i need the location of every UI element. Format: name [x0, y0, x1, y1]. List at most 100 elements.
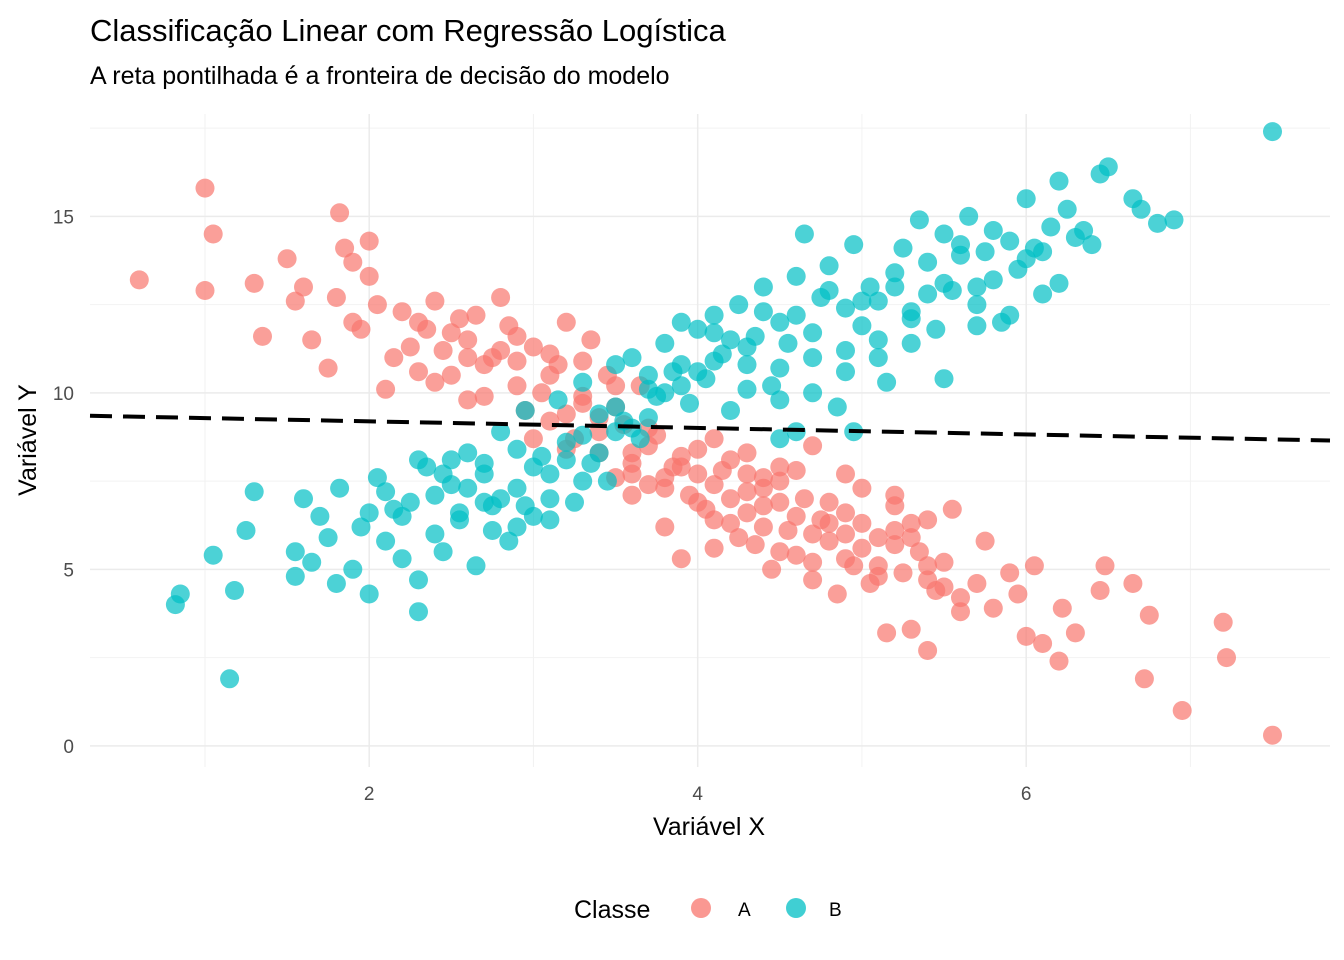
point-class-a [573, 351, 593, 371]
point-class-b [860, 277, 880, 297]
point-class-b [901, 302, 921, 322]
point-class-b [1033, 242, 1053, 262]
point-class-b [1074, 221, 1094, 240]
point-class-b [967, 295, 987, 315]
point-class-a [1052, 598, 1072, 618]
point-class-b [983, 270, 1003, 290]
point-class-b [959, 206, 979, 226]
point-class-b [638, 365, 658, 385]
point-class-a [466, 305, 486, 325]
point-class-b [704, 305, 724, 325]
point-class-b [909, 210, 929, 230]
point-class-a [507, 351, 527, 371]
point-class-a [753, 517, 773, 537]
point-class-b [794, 224, 814, 244]
point-class-b [220, 669, 240, 689]
point-class-b [729, 295, 749, 315]
point-class-a [836, 549, 855, 569]
point-class-b [753, 302, 773, 322]
y-tick-label: 0 [63, 737, 74, 758]
point-class-a [852, 538, 872, 558]
point-class-a [803, 570, 823, 590]
point-class-b [573, 471, 593, 491]
point-class-b [819, 281, 839, 300]
point-class-a [384, 348, 404, 368]
point-class-b [704, 351, 724, 371]
point-class-a [285, 291, 305, 311]
point-class-b [376, 531, 396, 551]
point-class-a [918, 641, 938, 660]
point-class-b [491, 422, 511, 442]
point-class-a [425, 372, 445, 392]
point-class-a [294, 277, 313, 297]
point-class-a [688, 464, 708, 484]
point-class-b [1016, 189, 1036, 209]
point-class-a [523, 337, 543, 357]
point-class-a [433, 341, 453, 360]
point-class-a [244, 273, 264, 293]
point-class-b [589, 443, 609, 463]
point-class-a [762, 559, 782, 579]
point-class-a [1213, 612, 1233, 632]
point-class-a [425, 291, 445, 311]
point-class-b [786, 266, 806, 286]
point-class-a [704, 510, 724, 530]
point-class-b [515, 401, 535, 420]
point-class-a [491, 341, 511, 360]
point-class-b [918, 284, 938, 304]
point-class-a [326, 288, 346, 307]
point-class-a [934, 552, 954, 572]
chart-title: Classificação Linear com Regressão Logís… [90, 13, 727, 48]
point-class-b [540, 464, 560, 484]
point-class-b [359, 503, 379, 523]
point-class-a [770, 492, 790, 512]
point-class-a [277, 249, 297, 269]
point-class-a [868, 556, 888, 576]
point-class-a [622, 464, 642, 484]
point-class-a [1095, 556, 1115, 576]
y-tick-label: 15 [53, 207, 74, 228]
point-class-b [671, 312, 691, 332]
point-class-a [376, 379, 396, 399]
point-class-a [951, 588, 970, 608]
point-class-b [515, 496, 535, 516]
point-class-a [885, 521, 905, 540]
point-class-a [507, 376, 527, 396]
point-class-b [737, 337, 757, 357]
point-class-a [983, 598, 1003, 618]
point-class-a [195, 178, 215, 198]
point-class-a [343, 252, 363, 272]
point-class-b [330, 478, 350, 498]
point-class-a [951, 602, 970, 622]
point-class-a [1263, 725, 1282, 745]
point-class-b [1041, 217, 1061, 237]
point-class-b [1148, 213, 1167, 233]
point-class-a [441, 323, 461, 343]
point-class-b [310, 506, 330, 526]
point-class-b [893, 238, 913, 258]
point-class-b [868, 348, 888, 368]
point-class-b [934, 273, 954, 293]
point-class-a [458, 390, 478, 410]
point-class-b [721, 330, 740, 350]
point-class-b [458, 478, 478, 498]
point-class-a [556, 404, 576, 424]
point-class-a [753, 496, 773, 516]
point-class-a [1134, 669, 1154, 689]
point-class-a [942, 499, 962, 519]
point-class-b [318, 528, 338, 548]
point-class-b [901, 333, 921, 353]
legend-title: Classe [574, 896, 650, 924]
point-class-a [1139, 605, 1159, 625]
point-class-b [450, 503, 469, 523]
point-class-a [638, 475, 658, 495]
point-class-b [753, 277, 773, 297]
point-class-a [721, 450, 740, 470]
point-class-a [1172, 701, 1192, 720]
point-class-a [803, 524, 823, 544]
point-class-a [836, 464, 855, 484]
point-class-b [877, 372, 897, 392]
point-class-b [343, 559, 363, 579]
point-class-a [836, 524, 855, 544]
